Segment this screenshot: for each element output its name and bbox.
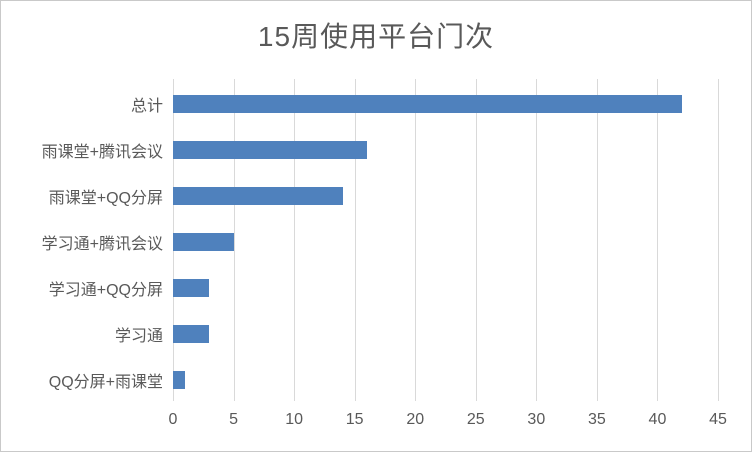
gridline bbox=[536, 79, 538, 401]
x-tick-label: 10 bbox=[285, 411, 304, 428]
bar-0 bbox=[173, 95, 682, 113]
bar-row bbox=[173, 265, 718, 311]
gridline bbox=[475, 79, 477, 401]
bar-5 bbox=[173, 325, 210, 343]
x-tick-label: 0 bbox=[168, 411, 178, 428]
gridline bbox=[596, 79, 598, 401]
bar-row bbox=[173, 311, 718, 357]
bar-row bbox=[173, 81, 718, 127]
bar-3 bbox=[173, 233, 234, 251]
category-label: 雨课堂+QQ分屏 bbox=[48, 190, 163, 207]
x-tick-label: 25 bbox=[466, 411, 485, 428]
category-label: 雨课堂+腾讯会议 bbox=[41, 144, 163, 161]
bar-6 bbox=[173, 371, 186, 389]
gridline bbox=[233, 79, 235, 401]
bar-1 bbox=[173, 141, 367, 159]
bar-series bbox=[173, 81, 718, 403]
x-tick-label: 30 bbox=[527, 411, 546, 428]
gridline bbox=[657, 79, 659, 401]
x-tick-label: 15 bbox=[345, 411, 364, 428]
bar-2 bbox=[173, 187, 343, 205]
gridline bbox=[294, 79, 296, 401]
x-tick-label: 20 bbox=[406, 411, 425, 428]
gridline bbox=[354, 79, 356, 401]
category-label: 学习通 bbox=[114, 328, 163, 345]
category-label: 学习通+腾讯会议 bbox=[41, 236, 163, 253]
bar-row bbox=[173, 357, 718, 403]
category-label: 学习通+QQ分屏 bbox=[48, 282, 163, 299]
gridline bbox=[718, 79, 719, 401]
x-tick-label: 35 bbox=[587, 411, 606, 428]
x-tick-label: 45 bbox=[709, 411, 727, 428]
category-label: 总计 bbox=[130, 98, 163, 115]
category-label: QQ分屏+雨课堂 bbox=[48, 374, 163, 391]
bar-4 bbox=[173, 279, 210, 297]
bar-row bbox=[173, 219, 718, 265]
x-tick-label: 40 bbox=[648, 411, 667, 428]
bar-row bbox=[173, 173, 718, 219]
chart-title: 15周使用平台门次 bbox=[257, 21, 495, 52]
category-axis: 总计雨课堂+腾讯会议雨课堂+QQ分屏学习通+腾讯会议学习通+QQ分屏学习通 QQ分… bbox=[1, 81, 163, 403]
x-tick-label: 5 bbox=[229, 411, 238, 428]
bar-row bbox=[173, 127, 718, 173]
value-axis: 0 5 10 15 20 25 30 35 40 45 bbox=[169, 411, 727, 433]
gridline bbox=[415, 79, 417, 401]
